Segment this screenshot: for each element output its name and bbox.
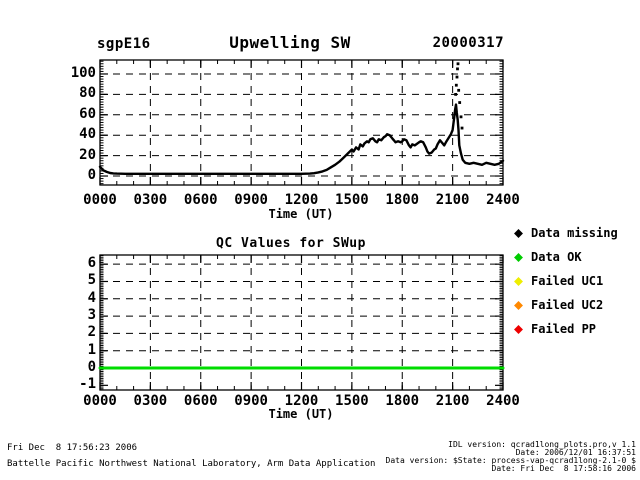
x-tick-label: 1500 — [335, 192, 369, 208]
legend-label: Data missing — [531, 226, 618, 240]
x-tick-label: 1800 — [385, 393, 420, 409]
data-point-dot — [454, 92, 458, 96]
legend-item: Failed PP — [513, 322, 618, 336]
legend-label: Data OK — [531, 250, 582, 264]
plot2-title: QC Values for SWup — [216, 236, 366, 251]
x-tick-label: 2100 — [435, 393, 470, 409]
legend-diamond-icon — [514, 324, 523, 334]
legend-item: Failed UC1 — [513, 274, 618, 288]
legend-diamond-icon — [514, 300, 523, 310]
idl-version-date-line: Date: 2006/12/01 16:37:51 — [515, 448, 636, 457]
legend-label: Failed PP — [531, 322, 597, 336]
data-version-date-line: Date: Fri Dec 8 17:58:16 2006 — [491, 464, 637, 473]
y-tick-label: 5 — [87, 272, 96, 289]
legend-label: Failed UC2 — [531, 298, 604, 312]
data-point-dot — [454, 83, 458, 87]
x-tick-label: 2400 — [486, 393, 520, 409]
qc-legend: Data missing Data OK Failed UC1 Failed UC2 F… — [513, 226, 618, 346]
y-tick-label: 40 — [79, 126, 96, 143]
data-point-dot — [460, 126, 464, 130]
laboratory-credit: Battelle Pacific Northwest National Labo… — [7, 459, 376, 469]
y-tick-label: 1 — [87, 341, 96, 358]
y-tick-label: 2 — [87, 324, 96, 341]
x-tick-label: 1200 — [284, 192, 319, 208]
date-label: 20000317 — [432, 35, 504, 51]
x-tick-label: 0600 — [183, 192, 218, 208]
data-point-dot — [456, 62, 460, 66]
idl-version-line: IDL version: qcrad1long_plots.pro,v 1.1 — [448, 440, 636, 449]
legend-item: Data OK — [513, 250, 618, 264]
x-tick-label: 0300 — [133, 192, 168, 208]
data-version-line: Data version: $State: process-vap-qcrad1… — [385, 456, 636, 465]
data-point-dot — [457, 88, 461, 92]
plot2-xaxis-title: Time (UT) — [268, 407, 334, 421]
data-point-dot — [459, 115, 463, 119]
plot1-xaxis-title: Time (UT) — [268, 207, 334, 221]
data-series-upwelling-sw — [98, 103, 505, 176]
y-tick-label: 0 — [87, 167, 96, 184]
creation-timestamp: Fri Dec 8 17:56:23 2006 — [7, 443, 138, 453]
y-tick-label: 60 — [79, 105, 96, 122]
legend-diamond-icon — [514, 252, 523, 262]
data-point-dot — [455, 75, 459, 79]
plot1-title: Upwelling SW — [229, 33, 351, 52]
legend-diamond-icon — [514, 228, 523, 238]
x-tick-label: 0600 — [183, 393, 218, 409]
site-facility-label: sgpE16 — [97, 36, 151, 52]
x-tick-label: 0000 — [83, 393, 117, 409]
x-tick-label: 0900 — [234, 192, 268, 208]
y-tick-label: 100 — [70, 64, 96, 81]
y-tick-label: 3 — [87, 307, 96, 324]
x-tick-label: 1200 — [284, 393, 319, 409]
x-tick-label: 1800 — [385, 192, 420, 208]
y-tick-label: 6 — [87, 255, 96, 272]
y-tick-label: 0 — [87, 359, 96, 376]
x-tick-label: 0000 — [83, 192, 117, 208]
legend-item: Failed UC2 — [513, 298, 618, 312]
x-tick-label: 1500 — [335, 393, 369, 409]
y-tick-label: 80 — [79, 85, 96, 102]
x-tick-label: 0900 — [234, 393, 268, 409]
data-point-dot — [458, 101, 462, 104]
x-tick-label: 0300 — [133, 393, 168, 409]
x-tick-label: 2400 — [486, 192, 520, 208]
y-tick-label: -1 — [79, 376, 96, 393]
legend-item: Data missing — [513, 226, 618, 240]
legend-label: Failed UC1 — [531, 274, 604, 288]
x-tick-label: 2100 — [435, 192, 470, 208]
y-tick-label: 20 — [79, 146, 96, 163]
legend-diamond-icon — [514, 276, 523, 286]
data-point-dot — [456, 67, 459, 71]
y-tick-label: 4 — [87, 289, 96, 306]
